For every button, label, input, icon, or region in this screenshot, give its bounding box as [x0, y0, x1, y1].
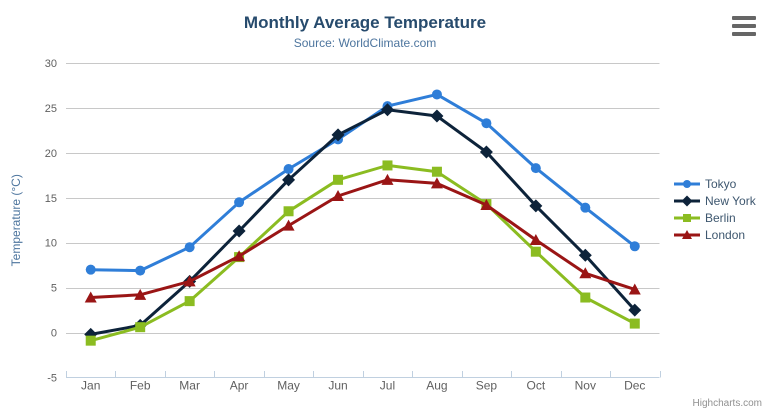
legend-item-tokyo[interactable]: Tokyo	[674, 175, 756, 192]
marker-diamond	[628, 303, 642, 317]
x-axis-label: Feb	[130, 379, 151, 393]
y-axis-title: Temperature (°C)	[9, 174, 23, 266]
marker-circle	[683, 179, 691, 188]
x-axis-labels: Jan Feb Mar Apr May Jun Jul Aug Sep Oct Nov Dec	[81, 379, 645, 393]
marker-triangle	[579, 267, 592, 279]
marker-circle	[580, 202, 591, 213]
credits-link[interactable]: Highcharts.com	[692, 398, 762, 409]
marker-circle	[530, 163, 541, 174]
series-tokyo	[85, 89, 640, 276]
series-line-new-york	[89, 108, 637, 336]
y-axis-label: 15	[45, 193, 57, 205]
y-axis-label: 20	[45, 148, 57, 160]
triangle-legend-icon	[674, 229, 700, 239]
y-axis-label: 0	[51, 328, 57, 340]
series-new-york	[84, 103, 642, 341]
y-axis-labels: -5 0 5 10 15 20 25 30	[45, 58, 57, 385]
x-axis-label: Sep	[476, 379, 498, 393]
marker-square	[530, 246, 541, 257]
y-axis-label: 5	[51, 283, 57, 295]
x-axis-label: May	[277, 379, 300, 393]
y-axis-label: -5	[47, 373, 57, 385]
marker-triangle	[332, 189, 345, 201]
marker-square	[629, 318, 640, 329]
chart-title: Monthly Average Temperature	[243, 13, 487, 32]
marker-triangle	[430, 177, 443, 189]
marker-triangle	[134, 288, 147, 300]
marker-diamond	[232, 224, 246, 238]
series-line-berlin	[89, 163, 637, 343]
marker-square	[184, 296, 195, 307]
marker-circle	[283, 164, 294, 175]
marker-circle	[629, 241, 640, 252]
marker-diamond	[430, 109, 444, 123]
circle-legend-icon	[674, 179, 700, 188]
x-axis-label: Dec	[624, 379, 645, 393]
x-axis-label: Nov	[575, 379, 596, 393]
y-axis-label: 10	[45, 238, 57, 250]
marker-diamond	[479, 145, 493, 159]
marker-square	[85, 335, 96, 346]
series-line-london	[89, 178, 637, 299]
marker-diamond	[380, 103, 394, 117]
marker-circle	[431, 89, 442, 100]
marker-triangle	[682, 229, 692, 239]
marker-circle	[234, 197, 245, 208]
marker-square	[580, 292, 591, 303]
x-axis-label: Jan	[81, 379, 100, 393]
hamburger-menu-icon	[732, 16, 756, 20]
y-axis-label: 30	[45, 58, 57, 70]
hamburger-menu-icon	[732, 24, 756, 28]
marker-circle	[135, 265, 146, 276]
marker-diamond	[529, 199, 543, 213]
marker-triangle	[282, 219, 295, 231]
legend-label: London	[705, 227, 746, 242]
x-axis-label: Mar	[179, 379, 200, 393]
legend-label: New York	[705, 193, 756, 208]
legend-item-berlin[interactable]: Berlin	[674, 209, 756, 226]
x-axis-label: Oct	[527, 379, 546, 393]
marker-square	[135, 322, 146, 333]
legend-label: Berlin	[705, 210, 736, 225]
legend-label: Tokyo	[705, 176, 737, 191]
x-axis-label: Jul	[380, 379, 395, 393]
marker-square	[333, 174, 344, 185]
marker-triangle	[183, 275, 196, 287]
marker-circle	[184, 242, 195, 253]
y-axis-label: 25	[45, 103, 57, 115]
series-london	[84, 173, 641, 303]
legend: Tokyo New York Berlin London	[674, 175, 756, 243]
marker-triangle	[628, 283, 641, 295]
x-axis-label: Aug	[426, 379, 447, 393]
gridlines	[66, 63, 660, 334]
marker-triangle	[529, 234, 542, 246]
diamond-legend-icon	[674, 195, 700, 206]
marker-triangle	[381, 173, 394, 185]
marker-square	[382, 160, 393, 171]
legend-item-london[interactable]: London	[674, 226, 756, 243]
marker-diamond	[681, 195, 693, 206]
marker-circle	[85, 264, 96, 275]
x-axis-ticks	[66, 371, 661, 378]
x-axis-label: Apr	[230, 379, 249, 393]
legend-item-new-york[interactable]: New York	[674, 192, 756, 209]
marker-diamond	[282, 173, 296, 187]
x-axis-label: Jun	[328, 379, 347, 393]
marker-triangle	[84, 291, 97, 303]
marker-circle	[481, 118, 492, 129]
marker-square	[431, 166, 442, 177]
context-menu-button[interactable]	[732, 16, 756, 36]
marker-square	[283, 206, 294, 217]
marker-diamond	[331, 128, 345, 142]
marker-square	[683, 213, 691, 222]
hamburger-menu-icon	[732, 32, 756, 36]
marker-triangle	[233, 250, 246, 262]
chart-subtitle: Source: WorldClimate.com	[293, 36, 437, 50]
square-legend-icon	[674, 213, 700, 222]
marker-triangle	[480, 198, 493, 210]
marker-diamond	[578, 248, 592, 262]
